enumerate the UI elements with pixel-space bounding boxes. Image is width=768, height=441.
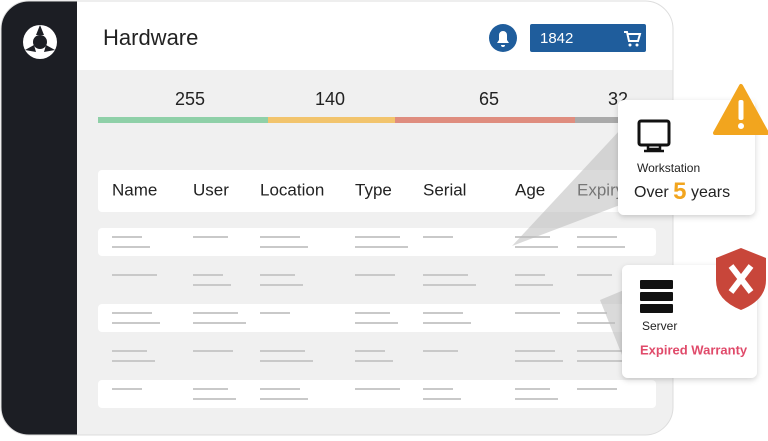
callout-pointer [600, 290, 624, 360]
column-header: Name [112, 180, 157, 199]
table-row [98, 228, 656, 256]
table-header [98, 170, 656, 212]
workstation-callout: Workstation Over 5 years [618, 84, 768, 215]
number: 5 [673, 178, 686, 205]
server-callout: Server Expired Warranty [622, 248, 766, 378]
stat-value: 255 [175, 89, 205, 109]
suffix: years [691, 184, 730, 201]
table-row [98, 304, 656, 332]
callout-label: Workstation [637, 161, 700, 175]
logo[interactable] [23, 25, 57, 59]
callout-status: Expired Warranty [640, 342, 748, 357]
callout-label: Server [642, 319, 677, 333]
callout-pointer [512, 130, 620, 246]
stat-bar [98, 117, 640, 123]
column-header: Age [515, 180, 545, 199]
column-header: User [193, 180, 229, 199]
callout-text: Over 5 years [634, 178, 730, 205]
sidebar [1, 1, 77, 435]
page-title: Hardware [103, 25, 198, 50]
cart-count: 1842 [540, 30, 573, 47]
cart-button[interactable]: 1842 [530, 24, 646, 52]
column-header: Type [355, 180, 392, 199]
window-border [0, 0, 674, 436]
table-row [98, 380, 656, 408]
prefix: Over [634, 184, 669, 201]
bell-button[interactable] [489, 24, 517, 52]
stat-value: 140 [315, 89, 345, 109]
column-header: Location [260, 180, 324, 199]
stat-value: 65 [479, 89, 499, 109]
column-header: Serial [423, 180, 466, 199]
